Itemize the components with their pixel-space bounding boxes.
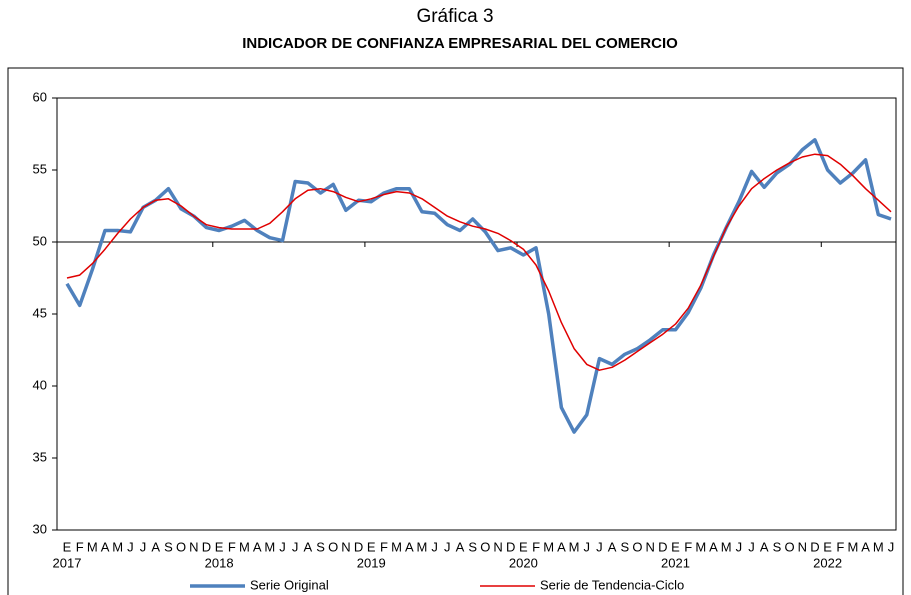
x-tick-label: N (341, 539, 350, 554)
x-tick-label: M (112, 539, 123, 554)
x-tick-label: M (721, 539, 732, 554)
x-tick-label: O (632, 539, 642, 554)
x-tick-label: S (773, 539, 782, 554)
x-tick-label: M (264, 539, 275, 554)
x-tick-label: M (239, 539, 250, 554)
chart-title: Gráfica 3 (416, 6, 493, 27)
legend-label: Serie de Tendencia-Ciclo (540, 577, 684, 592)
x-tick-label: F (532, 539, 540, 554)
x-tick-label: J (736, 539, 743, 554)
x-tick-label: E (519, 539, 528, 554)
y-tick-label: 30 (33, 521, 47, 536)
y-tick-label: 55 (33, 161, 47, 176)
year-label: 2020 (509, 555, 538, 570)
series-line (65, 138, 892, 434)
x-tick-label: O (785, 539, 795, 554)
x-tick-label: A (304, 539, 313, 554)
year-label: 2019 (357, 555, 386, 570)
x-tick-label: F (76, 539, 84, 554)
x-tick-label: N (645, 539, 654, 554)
x-tick-label: J (292, 539, 299, 554)
x-tick-label: J (888, 539, 895, 554)
x-tick-label: D (506, 539, 515, 554)
x-tick-label: J (748, 539, 755, 554)
x-tick-label: M (87, 539, 98, 554)
x-tick-label: M (695, 539, 706, 554)
x-tick-label: J (127, 539, 134, 554)
x-tick-label: S (164, 539, 173, 554)
x-tick-label: A (709, 539, 718, 554)
x-tick-label: J (444, 539, 451, 554)
x-tick-label: D (354, 539, 363, 554)
year-label: 2018 (205, 555, 234, 570)
y-tick-label: 45 (33, 305, 47, 320)
x-tick-label: O (480, 539, 490, 554)
x-tick-label: F (380, 539, 388, 554)
chart-frame (7, 67, 904, 595)
x-tick-label: A (557, 539, 566, 554)
x-tick-label: M (391, 539, 402, 554)
x-tick-label: M (848, 539, 859, 554)
x-tick-label: O (176, 539, 186, 554)
x-tick-label: J (596, 539, 603, 554)
y-tick-label: 60 (33, 89, 47, 104)
year-label: 2022 (813, 555, 842, 570)
x-tick-label: A (456, 539, 465, 554)
x-tick-label: A (101, 539, 110, 554)
year-label: 2021 (661, 555, 690, 570)
x-tick-label: E (367, 539, 376, 554)
series-line (66, 153, 892, 371)
x-tick-label: E (823, 539, 832, 554)
x-tick-label: N (798, 539, 807, 554)
x-tick-label: M (873, 539, 884, 554)
x-tick-label: D (202, 539, 211, 554)
chart-subtitle: INDICADOR DE CONFIANZA EMPRESARIAL DEL C… (242, 35, 678, 52)
x-tick-label: S (316, 539, 325, 554)
legend-label: Serie Original (250, 577, 329, 592)
x-tick-label: S (468, 539, 477, 554)
x-tick-label: A (405, 539, 414, 554)
x-tick-label: E (671, 539, 680, 554)
x-tick-label: N (493, 539, 502, 554)
x-tick-label: J (140, 539, 147, 554)
plot-area (56, 97, 897, 531)
x-tick-label: M (543, 539, 554, 554)
x-tick-label: S (620, 539, 629, 554)
x-tick-label: F (228, 539, 236, 554)
x-tick-label: N (189, 539, 198, 554)
x-tick-label: A (253, 539, 262, 554)
x-tick-label: D (658, 539, 667, 554)
x-tick-label: M (569, 539, 580, 554)
x-tick-label: E (215, 539, 224, 554)
x-tick-label: J (279, 539, 286, 554)
x-tick-label: J (584, 539, 591, 554)
y-tick-label: 40 (33, 377, 47, 392)
x-tick-label: F (836, 539, 844, 554)
y-tick-label: 35 (33, 449, 47, 464)
x-tick-label: F (684, 539, 692, 554)
year-label: 2017 (53, 555, 82, 570)
x-tick-label: M (417, 539, 428, 554)
x-tick-label: J (431, 539, 438, 554)
x-tick-label: D (810, 539, 819, 554)
x-tick-label: A (861, 539, 870, 554)
x-tick-label: A (760, 539, 769, 554)
x-tick-label: A (151, 539, 160, 554)
x-tick-label: O (328, 539, 338, 554)
y-tick-label: 50 (33, 233, 47, 248)
x-tick-label: A (608, 539, 617, 554)
x-tick-label: E (63, 539, 72, 554)
